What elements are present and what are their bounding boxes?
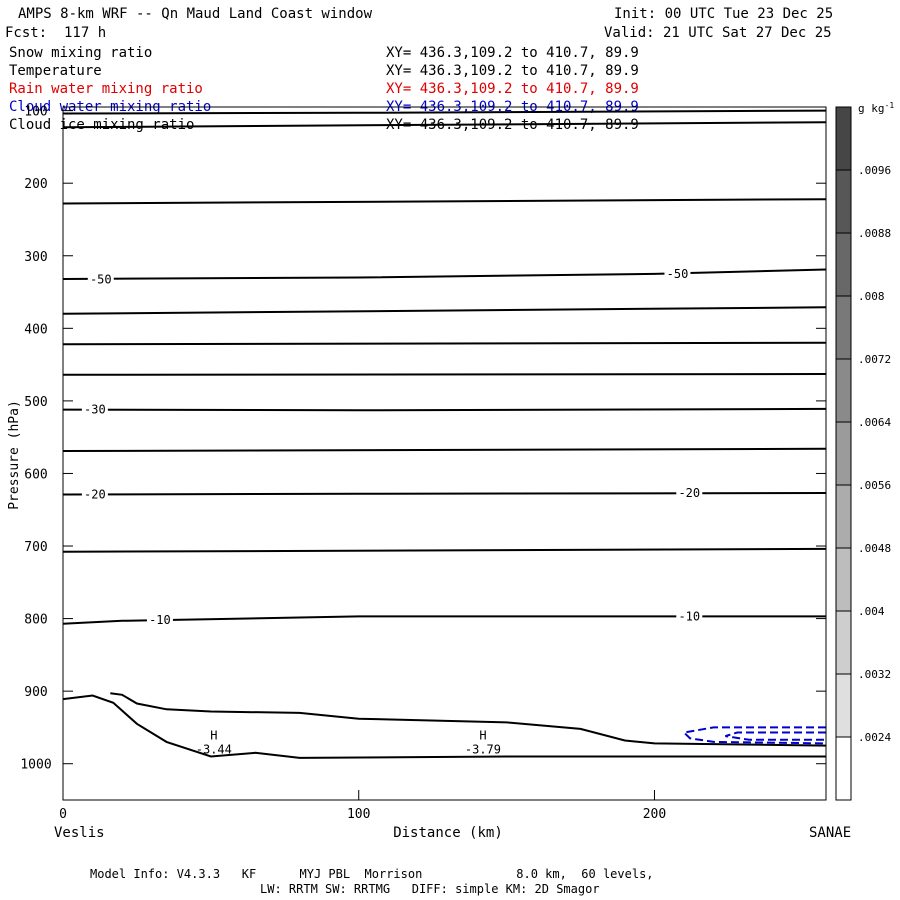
y-tick-label: 700 [24,540,47,555]
temperature-contour-line [62,547,827,553]
temperature-contour-line [62,109,827,115]
contour-label: -20 [678,486,700,500]
contour-label-mask [81,487,108,502]
field-name-snow: Snow mixing ratio [9,45,153,61]
colorbar-swatch [835,358,852,423]
model-info-line1: Model Info: V4.3.3 KF MYJ PBL Morrison 8… [90,867,654,881]
x-endpoint-left: Veslis [54,825,105,841]
temperature-contour-line [62,407,827,412]
colorbar-swatch [835,484,852,549]
temperature-contour-line [62,341,827,346]
contour-label: -30 [84,403,106,417]
colorbar-swatch [835,736,852,801]
temperature-contour-line [62,373,827,376]
cloud-water-contour [681,726,827,745]
chart-title: AMPS 8-km WRF -- Qn Maud Land Coast wind… [18,6,373,22]
contour-label-mask [676,609,703,624]
extremum-value: -3.79 [465,742,501,756]
y-axis: 100 200 300 400 500 600 700 800 900 1000 [20,105,826,773]
y-tick-label: 100 [24,105,47,120]
colorbar-swatch [835,232,852,297]
colorbar-label: .0064 [858,416,891,429]
y-tick-label: 400 [24,322,47,337]
colorbar-unit-exponent: -1 [885,101,895,110]
cloud-water-contour [725,731,826,741]
x-endpoint-right: SANAE [809,825,851,841]
colorbar-swatch [835,610,852,675]
temperature-contour-line [62,492,827,496]
contour-label-mask [81,402,108,417]
contour-label-mask [676,486,703,501]
colorbar-swatch [835,295,852,360]
y-axis-label: Pressure (hPa) [7,400,22,510]
field-xy-snow: XY= 436.3,109.2 to 410.7, 89.9 [386,45,639,61]
colorbar-label: .0072 [858,353,891,366]
y-tick-label: 800 [24,613,47,628]
colorbar-label: .0024 [858,731,891,744]
x-tick-label: 200 [643,807,666,822]
colorbar-unit: g kg-1 [858,101,894,115]
colorbar-label: .008 [858,290,885,303]
extremum-symbol: H [479,728,486,742]
contour-label: -10 [678,609,700,623]
contour-label-mask [146,613,173,628]
temperature-contour-line [62,198,827,205]
extremum-value: -3.44 [196,742,232,756]
contour-label-mask [87,272,114,287]
contour-label: -50 [90,273,112,287]
temperature-contours [62,109,827,625]
x-tick-label: 100 [347,807,370,822]
temperature-contour-line [62,447,827,452]
contour-label: -20 [84,487,106,501]
field-name-rain: Rain water mixing ratio [9,81,203,97]
contour-label-mask [664,266,691,281]
colorbar-swatch [835,421,852,486]
colorbar-label: .0088 [858,227,891,240]
temperature-contour-line [62,306,827,315]
forecast-hour: Fcst: 117 h [5,25,107,41]
temperature-contour-line [62,268,827,280]
field-name-temperature: Temperature [9,63,102,79]
temperature-contour-line [62,615,826,625]
colorbar-label: .0048 [858,542,891,555]
model-info-line2: LW: RRTM SW: RRTMG DIFF: simple KM: 2D S… [260,882,600,896]
y-tick-label: 200 [24,177,47,192]
plot-frame [62,106,827,801]
colorbar-unit-base: g kg [858,102,885,115]
y-tick-label: 500 [24,395,47,410]
contour-label: -10 [149,613,171,627]
colorbar-swatch [835,673,852,738]
x-axis-label: Distance (km) [393,825,503,841]
cloud-water-contours [681,726,827,745]
extremum-symbol: H [210,728,217,742]
colorbar: .0096 .0088 .008 .0072 .0064 .0056 .0048 .004 .0… [835,106,891,801]
y-tick-label: 1000 [20,758,51,773]
y-tick-label: 300 [24,250,47,265]
field-xy-temperature: XY= 436.3,109.2 to 410.7, 89.9 [386,63,639,79]
y-tick-label: 600 [24,467,47,482]
colorbar-label: .0096 [858,164,891,177]
terrain-layer: H-3.44H-3.79 [62,692,827,759]
temperature-contour-line [62,121,827,129]
colorbar-label: .0032 [858,668,891,681]
x-axis: 0 100 200 [59,790,666,822]
y-tick-label: 900 [24,685,47,700]
colorbar-label: .0056 [858,479,891,492]
x-tick-label: 0 [59,807,67,822]
contour-label: -50 [667,267,689,281]
colorbar-swatch [835,169,852,234]
terrain-line [62,694,826,759]
valid-time: Valid: 21 UTC Sat 27 Dec 25 [604,25,832,41]
field-name-cloud-ice: Cloud ice mixing ratio [9,117,195,133]
field-xy-rain: XY= 436.3,109.2 to 410.7, 89.9 [386,81,639,97]
contour-labels: -50 -50 -30 -20 -20 -10 -10 [81,266,703,628]
colorbar-swatch [835,547,852,612]
init-time: Init: 00 UTC Tue 23 Dec 25 [614,6,834,22]
lower-contour-line [110,692,827,747]
colorbar-swatch [835,106,852,171]
colorbar-label: .004 [858,605,885,618]
